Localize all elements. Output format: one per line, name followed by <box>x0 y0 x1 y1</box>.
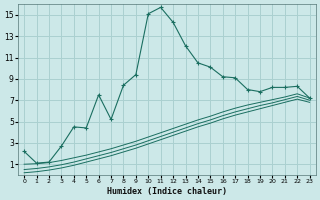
X-axis label: Humidex (Indice chaleur): Humidex (Indice chaleur) <box>107 187 227 196</box>
